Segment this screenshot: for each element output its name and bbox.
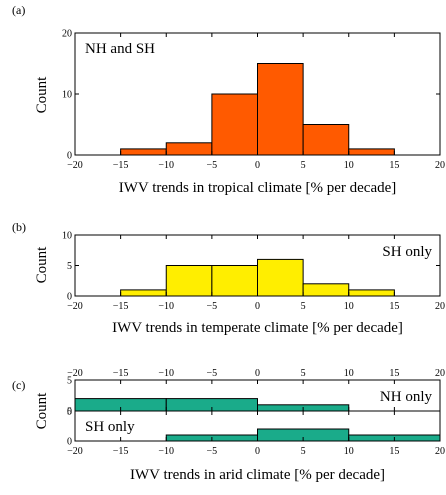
y-axis-title: Count	[34, 76, 50, 114]
x-tick-label: 5	[301, 368, 306, 379]
x-tick-label: −10	[158, 368, 174, 379]
panel-tag: (b)	[12, 220, 26, 234]
x-axis-title: IWV trends in arid climate [% per decade…	[130, 467, 385, 483]
x-tick-label: −20	[67, 368, 83, 379]
y-axis-title: Count	[34, 246, 50, 284]
x-tick-label: 5	[301, 160, 306, 171]
x-tick-label: 10	[344, 301, 354, 312]
x-tick-label: 5	[301, 301, 306, 312]
y-tick-label: 5	[67, 261, 72, 272]
y-tick-label: 20	[62, 29, 72, 40]
x-tick-label: 15	[389, 160, 399, 171]
x-tick-label: 20	[435, 368, 445, 379]
y-tick-label: 0	[67, 151, 72, 162]
panel-tag: (c)	[12, 378, 25, 392]
x-tick-label: 0	[255, 160, 260, 171]
x-tick-label: 0	[255, 446, 260, 457]
y-tick-label: 0	[67, 407, 72, 418]
panel-annotation: SH only	[85, 419, 135, 435]
x-tick-label: −20	[67, 446, 83, 457]
x-tick-label: 15	[389, 446, 399, 457]
y-tick-label: 0	[67, 292, 72, 303]
x-axis-title: IWV trends in tropical climate [% per de…	[119, 180, 397, 196]
panel-annotation: NH only	[380, 389, 433, 405]
x-tick-label: −15	[113, 301, 129, 312]
histogram-bar	[165, 142, 213, 156]
y-tick-label: 0	[67, 437, 72, 448]
x-tick-label: −20	[67, 160, 83, 171]
histogram-bar	[211, 265, 258, 297]
panel-annotation: SH only	[382, 244, 432, 260]
x-tick-label: 5	[301, 446, 306, 457]
histogram-bar	[302, 283, 350, 297]
histogram-panel: −20 −15 −10 −5 0 5 10 15 20 0 5 10 (b) SH only IWV tre…	[12, 220, 445, 336]
x-tick-label: 10	[344, 368, 354, 379]
x-tick-label: 0	[255, 368, 260, 379]
x-tick-label: −10	[158, 301, 174, 312]
x-tick-label: −10	[158, 160, 174, 171]
histogram-bar	[120, 289, 167, 297]
histogram-panel: −20 −15 −10 −5 0 5 10 15 20 0 10 20 (a) NH and SH IWV …	[12, 3, 445, 196]
x-tick-label: 20	[435, 160, 445, 171]
histogram-bar	[348, 148, 395, 156]
x-tick-label: −15	[113, 368, 129, 379]
x-tick-label: 10	[344, 160, 354, 171]
x-tick-label: −15	[113, 446, 129, 457]
histogram-bar	[211, 93, 258, 156]
y-tick-label: 10	[62, 90, 72, 101]
x-tick-label: −5	[207, 160, 218, 171]
x-tick-label: 20	[435, 446, 445, 457]
x-axis-title: IWV trends in temperate climate [% per d…	[112, 320, 403, 336]
x-tick-label: 15	[389, 301, 399, 312]
histogram-bar	[165, 265, 213, 297]
x-tick-label: 15	[389, 368, 399, 379]
x-tick-label: −20	[67, 301, 83, 312]
x-tick-label: −5	[207, 368, 218, 379]
x-tick-label: 20	[435, 301, 445, 312]
histogram-bar	[120, 148, 167, 156]
histogram-bar	[257, 258, 304, 297]
x-tick-label: −10	[158, 446, 174, 457]
x-tick-label: 10	[344, 446, 354, 457]
x-tick-label: 0	[255, 301, 260, 312]
y-tick-label: 5	[67, 376, 72, 387]
histogram-bar	[348, 289, 395, 297]
panel-tag: (a)	[12, 3, 25, 17]
histogram-bar	[302, 124, 350, 156]
y-tick-label: 10	[62, 231, 72, 242]
x-tick-label: −5	[207, 301, 218, 312]
y-axis-title: Count	[34, 392, 50, 430]
panel-annotation: NH and SH	[85, 41, 155, 57]
y-tick-label: 5	[67, 407, 72, 418]
x-tick-label: −5	[207, 446, 218, 457]
histogram-bar	[257, 63, 304, 156]
x-tick-label: −15	[113, 160, 129, 171]
